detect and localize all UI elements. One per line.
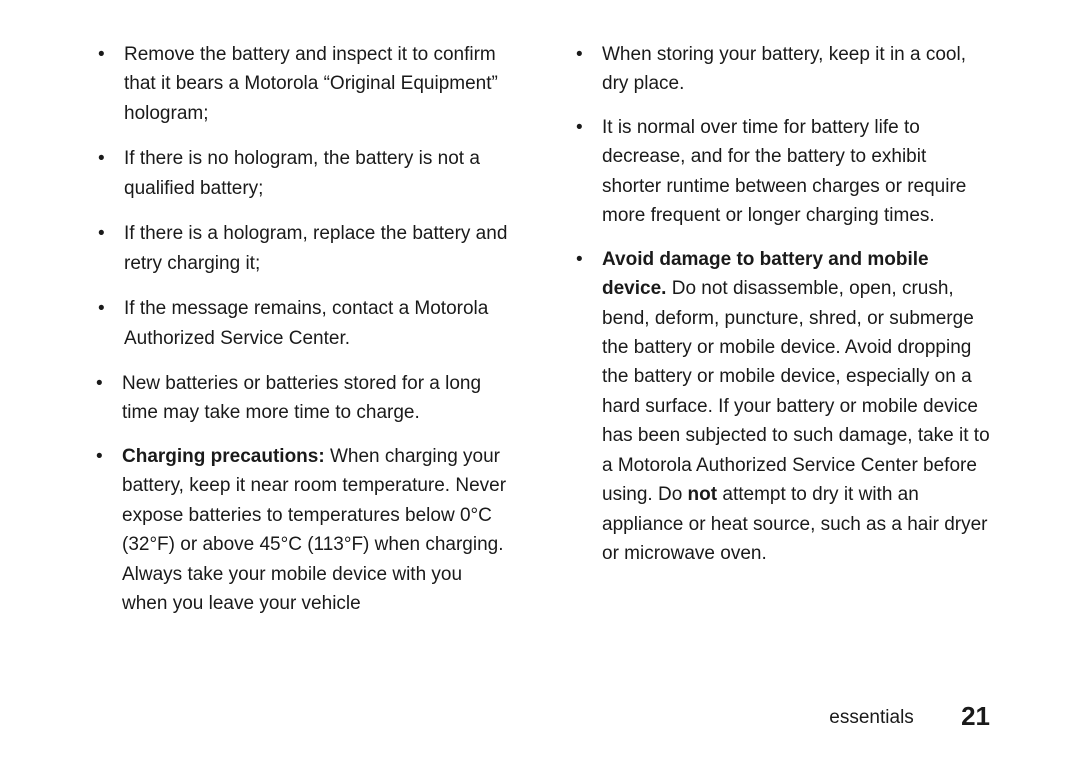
section-label: essentials — [829, 707, 914, 728]
list-item: New batteries or batteries stored for a … — [118, 369, 510, 428]
list-item: It is normal over time for battery life … — [598, 113, 990, 231]
text: It is normal over time for battery life … — [602, 117, 966, 226]
list-item: Charging precautions: When charging your… — [118, 442, 510, 619]
bold-text: Charging precautions: — [122, 446, 325, 467]
right-column: When storing your battery, keep it in a … — [540, 40, 990, 766]
text: When storing your battery, keep it in a … — [602, 44, 966, 94]
text: Remove the battery and inspect it to con… — [124, 44, 498, 124]
list-item: When storing your battery, keep it in a … — [598, 40, 990, 99]
page: Remove the battery and inspect it to con… — [0, 0, 1080, 766]
left-column: Remove the battery and inspect it to con… — [90, 40, 540, 766]
text: If the message remains, contact a Motoro… — [124, 298, 488, 348]
list-item: Remove the battery and inspect it to con… — [120, 40, 510, 128]
list-item: If there is no hologram, the battery is … — [120, 144, 510, 203]
page-number: 21 — [961, 701, 990, 731]
list-item: If there is a hologram, replace the batt… — [120, 219, 510, 278]
left-list: New batteries or batteries stored for a … — [90, 369, 510, 619]
bold-text: not — [688, 484, 718, 505]
text: If there is a hologram, replace the batt… — [124, 223, 507, 273]
left-sub-list: Remove the battery and inspect it to con… — [90, 40, 510, 353]
text: Do not disassemble, open, crush, bend, d… — [602, 278, 990, 505]
text: If there is no hologram, the battery is … — [124, 148, 480, 198]
text: When charging your battery, keep it near… — [122, 446, 506, 614]
right-list: When storing your battery, keep it in a … — [570, 40, 990, 568]
page-footer: essentials 21 — [829, 701, 990, 732]
list-item: If the message remains, contact a Motoro… — [120, 294, 510, 353]
text: New batteries or batteries stored for a … — [122, 373, 481, 423]
list-item: Avoid damage to battery and mobile devic… — [598, 245, 990, 569]
